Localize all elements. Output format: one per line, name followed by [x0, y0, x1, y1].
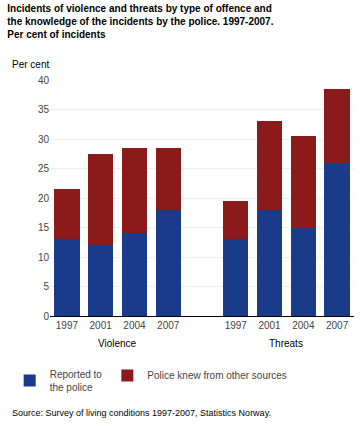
svg-text:2001: 2001	[90, 320, 113, 331]
svg-text:2004: 2004	[292, 320, 315, 331]
svg-text:15: 15	[38, 222, 50, 233]
svg-text:Police knew from other sources: Police knew from other sources	[147, 370, 287, 381]
svg-text:2007: 2007	[326, 320, 349, 331]
svg-text:Violence: Violence	[98, 338, 137, 349]
svg-text:2007: 2007	[157, 320, 180, 331]
svg-text:40: 40	[38, 75, 50, 86]
svg-text:Source: Survey of living condi: Source: Survey of living conditions 1997…	[12, 408, 271, 418]
svg-text:30: 30	[38, 134, 50, 145]
svg-text:10: 10	[38, 252, 50, 263]
svg-text:20: 20	[38, 193, 50, 204]
svg-text:5: 5	[43, 281, 49, 292]
svg-text:Threats: Threats	[269, 338, 303, 349]
svg-text:Incidents of violence and thre: Incidents of violence and threats by typ…	[7, 3, 273, 40]
svg-text:Per cent: Per cent	[12, 59, 49, 70]
svg-text:35: 35	[38, 104, 50, 115]
svg-text:1997: 1997	[56, 320, 79, 331]
svg-text:2001: 2001	[258, 320, 281, 331]
svg-text:1997: 1997	[225, 320, 248, 331]
svg-text:25: 25	[38, 163, 50, 174]
svg-text:Reported tothe police: Reported tothe police	[50, 369, 103, 393]
svg-text:0: 0	[43, 311, 49, 322]
svg-text:2004: 2004	[123, 320, 146, 331]
